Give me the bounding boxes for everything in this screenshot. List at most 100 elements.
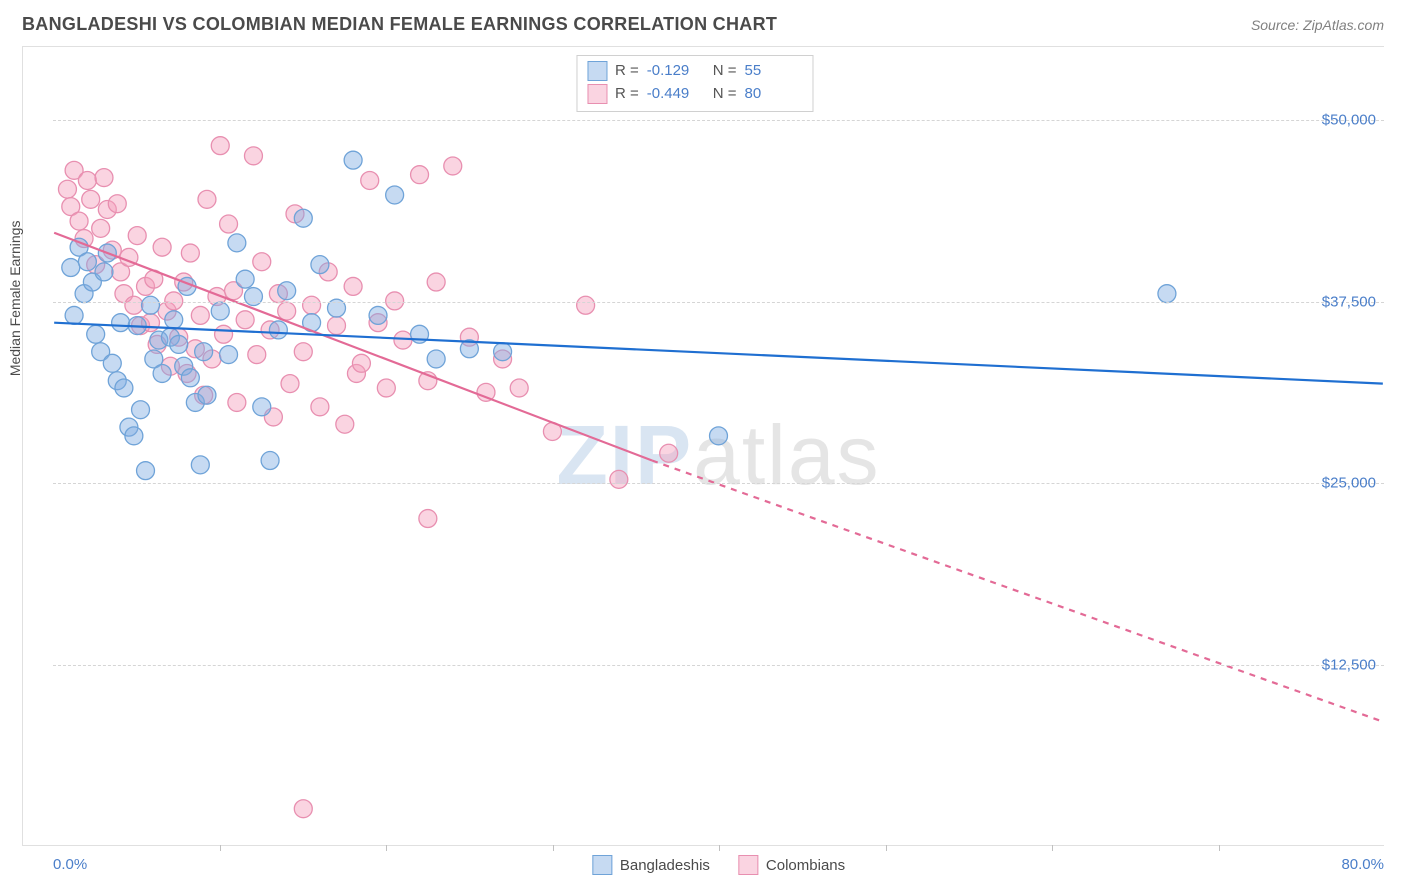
scatter-point-bangladeshi (344, 151, 362, 169)
scatter-point-colombian (153, 238, 171, 256)
scatter-point-bangladeshi (142, 296, 160, 314)
x-tick-mark (553, 845, 554, 851)
scatter-point-bangladeshi (87, 325, 105, 343)
x-tick-mark (220, 845, 221, 851)
scatter-point-bangladeshi (253, 398, 271, 416)
scatter-point-colombian (352, 354, 370, 372)
gridline (53, 302, 1384, 303)
scatter-point-colombian (444, 157, 462, 175)
scatter-point-bangladeshi (220, 346, 238, 364)
scatter-point-bangladeshi (132, 401, 150, 419)
scatter-point-colombian (336, 415, 354, 433)
scatter-point-bangladeshi (198, 386, 216, 404)
scatter-point-bangladeshi (269, 321, 287, 339)
scatter-point-colombian (95, 169, 113, 187)
scatter-point-bangladeshi (65, 306, 83, 324)
scatter-point-colombian (610, 470, 628, 488)
scatter-point-bangladeshi (62, 259, 80, 277)
scatter-point-bangladeshi (369, 306, 387, 324)
scatter-point-colombian (294, 343, 312, 361)
r-label: R = (615, 83, 639, 106)
legend-swatch-icon (738, 855, 758, 875)
n-label: N = (713, 83, 737, 106)
gridline (53, 665, 1384, 666)
scatter-point-bangladeshi (165, 311, 183, 329)
scatter-point-bangladeshi (170, 335, 188, 353)
scatter-point-colombian (78, 172, 96, 190)
scatter-point-bangladeshi (191, 456, 209, 474)
scatter-point-bangladeshi (115, 379, 133, 397)
x-tick-mark (1052, 845, 1053, 851)
chart-title: BANGLADESHI VS COLOMBIAN MEDIAN FEMALE E… (22, 14, 777, 35)
scatter-point-bangladeshi (112, 314, 130, 332)
scatter-point-colombian (419, 510, 437, 528)
source-attribution: Source: ZipAtlas.com (1251, 17, 1384, 33)
scatter-point-bangladeshi (294, 209, 312, 227)
scatter-point-bangladeshi (137, 462, 155, 480)
y-tick-label: $25,000 (1322, 475, 1376, 492)
gridline (53, 120, 1384, 121)
scatter-point-colombian (660, 444, 678, 462)
scatter-point-bangladeshi (195, 343, 213, 361)
scatter-point-colombian (228, 393, 246, 411)
scatter-point-colombian (181, 244, 199, 262)
trendline-colombian-dash (652, 461, 1383, 722)
scatter-point-colombian (253, 253, 271, 271)
scatter-point-bangladeshi (181, 369, 199, 387)
scatter-point-colombian (198, 190, 216, 208)
scatter-point-colombian (82, 190, 100, 208)
r-value: -0.449 (647, 83, 705, 106)
y-tick-label: $12,500 (1322, 657, 1376, 674)
scatter-point-colombian (427, 273, 445, 291)
scatter-point-bangladeshi (236, 270, 254, 288)
scatter-point-colombian (311, 398, 329, 416)
scatter-point-colombian (191, 306, 209, 324)
x-tick-mark (1219, 845, 1220, 851)
plot-svg (53, 47, 1384, 845)
scatter-point-colombian (248, 346, 266, 364)
plot-area: ZIPatlas R =-0.129N =55R =-0.449N =80 0.… (53, 47, 1384, 845)
scatter-point-colombian (361, 172, 379, 190)
scatter-point-colombian (278, 302, 296, 320)
legend-label: Colombians (766, 857, 845, 874)
stats-row-bangladeshi: R =-0.129N =55 (587, 60, 803, 83)
scatter-point-colombian (377, 379, 395, 397)
scatter-point-colombian (58, 180, 76, 198)
scatter-point-colombian (128, 227, 146, 245)
legend-label: Bangladeshis (620, 857, 710, 874)
scatter-point-colombian (577, 296, 595, 314)
scatter-point-colombian (236, 311, 254, 329)
x-tick-mark (886, 845, 887, 851)
scatter-point-colombian (244, 147, 262, 165)
scatter-point-bangladeshi (211, 302, 229, 320)
legend-item-bangladeshi: Bangladeshis (592, 855, 710, 875)
y-tick-label: $37,500 (1322, 293, 1376, 310)
scatter-point-bangladeshi (311, 256, 329, 274)
x-tick-mark (386, 845, 387, 851)
y-tick-label: $50,000 (1322, 111, 1376, 128)
scatter-point-colombian (211, 137, 229, 155)
scatter-point-colombian (344, 277, 362, 295)
scatter-point-bangladeshi (153, 364, 171, 382)
scatter-point-colombian (303, 296, 321, 314)
scatter-point-colombian (328, 317, 346, 335)
scatter-point-colombian (394, 331, 412, 349)
scatter-point-bangladeshi (228, 234, 246, 252)
scatter-point-bangladeshi (386, 186, 404, 204)
scatter-point-bangladeshi (244, 288, 262, 306)
scatter-point-bangladeshi (710, 427, 728, 445)
scatter-point-colombian (281, 375, 299, 393)
x-tick-mark (719, 845, 720, 851)
scatter-point-bangladeshi (261, 452, 279, 470)
scatter-point-colombian (294, 800, 312, 818)
legend-item-colombian: Colombians (738, 855, 845, 875)
r-value: -0.129 (647, 60, 705, 83)
scatter-point-colombian (411, 166, 429, 184)
scatter-point-colombian (220, 215, 238, 233)
n-value: 55 (745, 60, 803, 83)
y-axis-label: Median Female Earnings (7, 221, 23, 377)
scatter-point-colombian (125, 296, 143, 314)
scatter-point-colombian (215, 325, 233, 343)
scatter-point-bangladeshi (278, 282, 296, 300)
legend-swatch-icon (592, 855, 612, 875)
